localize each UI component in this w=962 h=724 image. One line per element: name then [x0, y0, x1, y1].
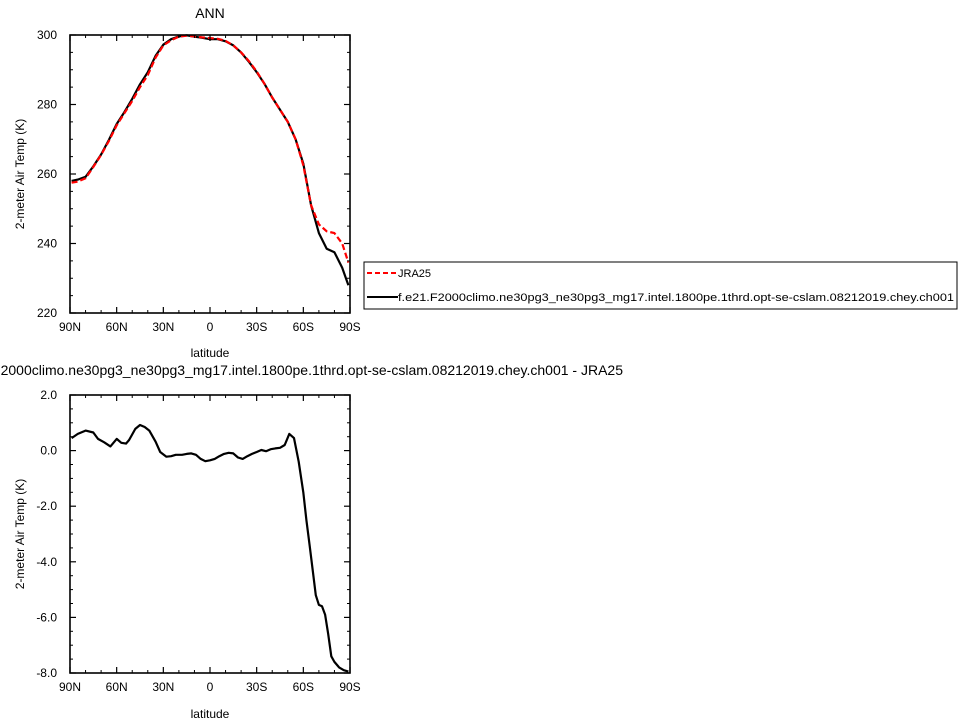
x-tick-label: 90N: [59, 680, 81, 694]
x-tick-label: 90S: [339, 320, 360, 334]
bottom-chart-title: f.e21.F2000climo.ne30pg3_ne30pg3_mg17.in…: [0, 362, 623, 378]
bottom-x-axis-label: latitude: [191, 707, 230, 721]
legend-box: [363, 261, 958, 310]
y-tick-label: -4.0: [36, 555, 57, 569]
x-tick-label: 30S: [246, 680, 267, 694]
x-tick-label: 0: [207, 320, 214, 334]
top-chart-title: ANN: [195, 5, 225, 21]
y-tick-label: 280: [37, 98, 57, 112]
x-tick-label: 30N: [152, 680, 174, 694]
x-tick-label: 60S: [293, 680, 314, 694]
x-tick-label: 30S: [246, 320, 267, 334]
y-tick-label: 0.0: [40, 444, 57, 458]
x-tick-label: 90S: [339, 680, 360, 694]
x-tick-label: 30N: [152, 320, 174, 334]
y-tick-label: 2.0: [40, 388, 57, 402]
y-tick-label: 300: [37, 28, 57, 42]
top-plot-frame: [69, 34, 351, 314]
y-tick-label: -6.0: [36, 610, 57, 624]
top-panel: ANN 90N 60N 30N 0 30S 60S 90S 220 240 260 280 300 l…: [13, 5, 361, 360]
y-tick-label: -2.0: [36, 499, 57, 513]
x-tick-label: 90N: [59, 320, 81, 334]
x-tick-label: 0: [207, 680, 214, 694]
y-tick-label: -8.0: [36, 666, 57, 680]
y-tick-label: 260: [37, 167, 57, 181]
bottom-panel: f.e21.F2000climo.ne30pg3_ne30pg3_mg17.in…: [0, 362, 623, 721]
x-tick-label: 60N: [106, 680, 128, 694]
top-y-axis-label: 2-meter Air Temp (K): [13, 119, 27, 229]
legend-label-model: f.e21.F2000climo.ne30pg3_ne30pg3_mg17.in…: [398, 292, 954, 304]
legend: JRA25 f.e21.F2000climo.ne30pg3_ne30pg3_m…: [363, 261, 958, 310]
y-tick-label: 220: [37, 306, 57, 320]
series-line-1-1: [71, 34, 350, 263]
series-line-2-0: [70, 423, 349, 673]
top-x-axis-label: latitude: [191, 346, 230, 360]
y-tick-label: 240: [37, 237, 57, 251]
x-tick-label: 60S: [293, 320, 314, 334]
series-line-1-0: [71, 34, 350, 286]
x-tick-label: 60N: [106, 320, 128, 334]
legend-label-jra25: JRA25: [398, 268, 431, 280]
bottom-y-axis-label: 2-meter Air Temp (K): [13, 479, 27, 589]
